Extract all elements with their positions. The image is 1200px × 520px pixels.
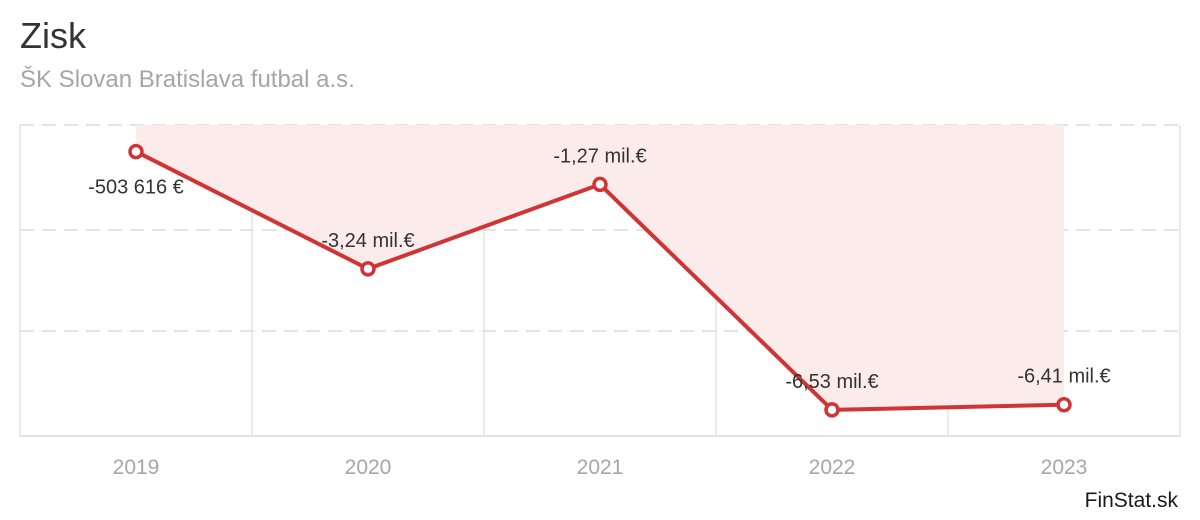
data-label-2019: -503 616 € (88, 177, 184, 199)
data-label-2021: -1,27 mil.€ (553, 145, 646, 167)
area-fill (136, 125, 1064, 410)
x-tick-label-2023: 2023 (1041, 456, 1088, 479)
data-point-2020 (360, 261, 376, 277)
data-label-2022: -6,53 mil.€ (785, 371, 878, 393)
source-credit[interactable]: FinStat.sk (1084, 489, 1178, 512)
data-label-2023: -6,41 mil.€ (1017, 366, 1110, 388)
x-tick-label-2021: 2021 (577, 456, 624, 479)
x-tick-label-2022: 2022 (809, 456, 856, 479)
chart-subtitle: ŠK Slovan Bratislava futbal a.s. (20, 66, 355, 93)
x-tick-label-2019: 2019 (113, 456, 160, 479)
data-point-2022 (824, 402, 840, 418)
data-point-2021 (592, 176, 608, 193)
chart-title: Zisk (20, 15, 86, 56)
data-point-2023 (1056, 396, 1072, 413)
data-label-2020: -3,24 mil.€ (321, 230, 414, 252)
data-point-2019 (128, 143, 144, 160)
x-tick-label-2020: 2020 (345, 456, 392, 479)
